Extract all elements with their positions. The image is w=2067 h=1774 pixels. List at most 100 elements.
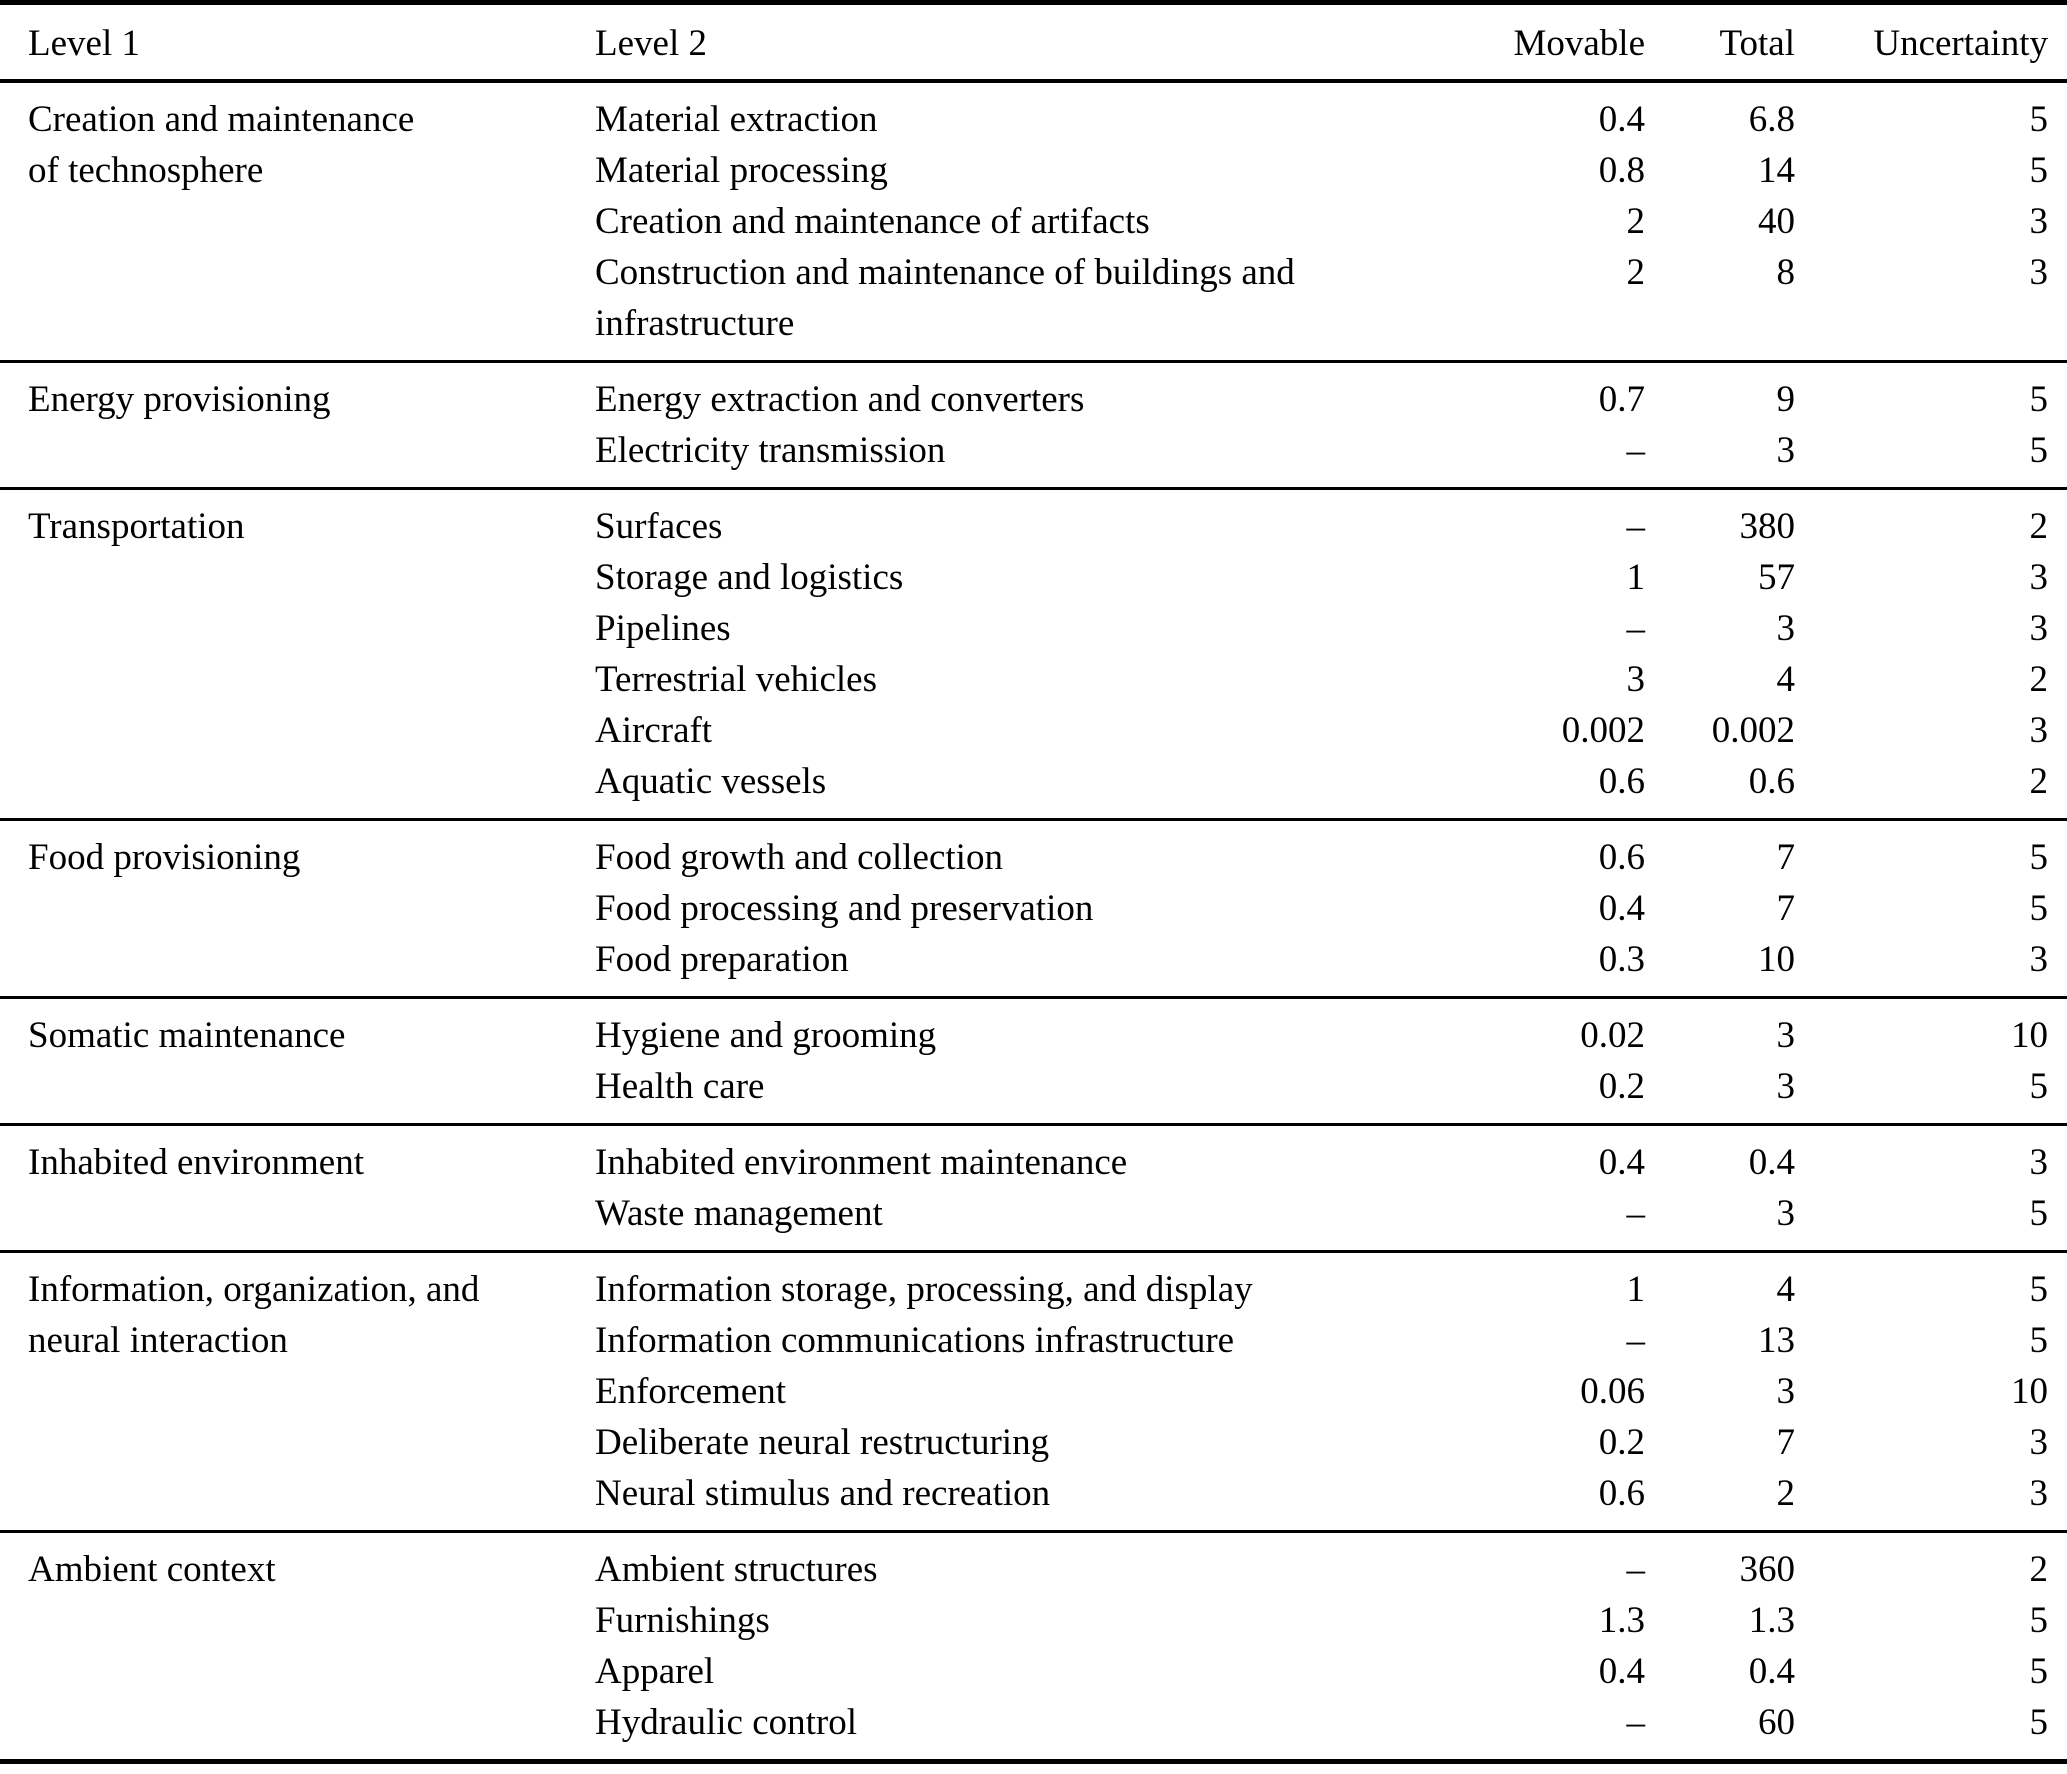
uncertainty-cell: 5 <box>2029 150 2049 191</box>
total-cell: 380 <box>1739 506 1796 547</box>
table-row: Aircraft 0.002 0.002 3 <box>595 705 2048 756</box>
movable-cell: 0.6 <box>1598 761 1645 802</box>
uncertainty-cell: 5 <box>2029 837 2049 878</box>
level1-cell: Inhabited environment <box>28 1142 364 1183</box>
total-cell: 0.4 <box>1748 1142 1795 1183</box>
uncertainty-cell: 5 <box>2029 888 2049 929</box>
table-row: Deliberate neural restructuring 0.2 7 3 <box>595 1417 2048 1468</box>
level2-cell: Construction and maintenance of building… <box>595 252 1295 344</box>
uncertainty-cell: 3 <box>2029 1142 2049 1183</box>
total-cell: 0.002 <box>1711 710 1795 751</box>
column-header-total: Total <box>1719 23 1796 64</box>
table-row: Construction and maintenance of building… <box>595 247 2048 349</box>
level2-cell: Terrestrial vehicles <box>595 659 877 700</box>
table-row: Food preparation 0.3 10 3 <box>595 934 2048 985</box>
group-inhabited-environment: Inhabited environment Inhabited environm… <box>0 1126 2067 1253</box>
table-row: Enforcement 0.06 3 10 <box>595 1366 2048 1417</box>
level2-cell: Creation and maintenance of artifacts <box>595 201 1150 242</box>
total-cell: 360 <box>1739 1549 1796 1590</box>
movable-cell: – <box>1626 1320 1646 1361</box>
table-row: Pipelines – 3 3 <box>595 603 2048 654</box>
table-row: Surfaces – 380 2 <box>595 501 2048 552</box>
level2-cell: Surfaces <box>595 506 723 547</box>
table-row: Electricity transmission – 3 5 <box>595 425 2048 476</box>
group-technosphere: Creation and maintenance of technosphere… <box>0 83 2067 363</box>
movable-cell: 2 <box>1626 252 1646 293</box>
total-cell: 4 <box>1776 1269 1796 1310</box>
table-row: Material extraction 0.4 6.8 5 <box>595 94 2048 145</box>
table-row: Energy extraction and converters 0.7 9 5 <box>595 374 2048 425</box>
movable-cell: 0.7 <box>1598 379 1645 420</box>
table-row: Terrestrial vehicles 3 4 2 <box>595 654 2048 705</box>
group-transportation: Transportation Surfaces – 380 2 Storage … <box>0 490 2067 821</box>
table-row: Inhabited environment maintenance 0.4 0.… <box>595 1137 2048 1188</box>
level2-cell: Apparel <box>595 1651 715 1692</box>
level2-cell: Enforcement <box>595 1371 787 1412</box>
uncertainty-cell: 3 <box>2029 1422 2049 1463</box>
column-header-movable: Movable <box>1513 23 1645 64</box>
table-header-row: Level 1 Level 2 Movable Total Uncertaint… <box>0 5 2067 83</box>
uncertainty-cell: 5 <box>2029 1269 2049 1310</box>
table-row: Apparel 0.4 0.4 5 <box>595 1646 2048 1697</box>
level2-cell: Material extraction <box>595 99 878 140</box>
table-row: Information storage, processing, and dis… <box>595 1264 2048 1315</box>
level2-cell: Health care <box>595 1066 765 1107</box>
uncertainty-cell: 2 <box>2029 659 2049 700</box>
group-food-provisioning: Food provisioning Food growth and collec… <box>0 821 2067 999</box>
level2-cell: Inhabited environment maintenance <box>595 1142 1128 1183</box>
total-cell: 40 <box>1758 201 1795 242</box>
level2-cell: Pipelines <box>595 608 731 649</box>
table-row: Material processing 0.8 14 5 <box>595 145 2048 196</box>
level2-cell: Aircraft <box>595 710 713 751</box>
total-cell: 3 <box>1776 1371 1796 1412</box>
level2-cell: Energy extraction and converters <box>595 379 1085 420</box>
movable-cell: 0.4 <box>1598 1142 1645 1183</box>
uncertainty-cell: 5 <box>2029 430 2049 471</box>
table-row: Creation and maintenance of artifacts 2 … <box>595 196 2048 247</box>
table-row: Waste management – 3 5 <box>595 1188 2048 1239</box>
uncertainty-cell: 2 <box>2029 506 2049 547</box>
level1-cell: Somatic maintenance <box>28 1015 346 1056</box>
total-cell: 2 <box>1776 1473 1796 1514</box>
level2-cell: Waste management <box>595 1193 883 1234</box>
total-cell: 13 <box>1758 1320 1795 1361</box>
uncertainty-cell: 5 <box>2029 1066 2049 1107</box>
uncertainty-cell: 3 <box>2029 939 2049 980</box>
column-header-level2: Level 2 <box>595 23 707 64</box>
total-cell: 7 <box>1776 888 1796 929</box>
level2-cell: Information storage, processing, and dis… <box>595 1269 1253 1310</box>
uncertainty-cell: 5 <box>2029 1600 2049 1641</box>
movable-cell: 0.2 <box>1598 1422 1645 1463</box>
table-row: Ambient structures – 360 2 <box>595 1544 2048 1595</box>
total-cell: 8 <box>1776 252 1796 293</box>
level2-cell: Hydraulic control <box>595 1702 857 1743</box>
movable-cell: 1 <box>1626 557 1646 598</box>
level2-cell: Electricity transmission <box>595 430 946 471</box>
table-row: Information communications infrastructur… <box>595 1315 2048 1366</box>
level1-cell: Transportation <box>28 506 245 547</box>
table-row: Storage and logistics 1 57 3 <box>595 552 2048 603</box>
movable-cell: 0.4 <box>1598 888 1645 929</box>
group-information-neural: Information, organization, and neural in… <box>0 1253 2067 1533</box>
total-cell: 3 <box>1776 430 1796 471</box>
movable-cell: 0.06 <box>1580 1371 1645 1412</box>
table-row: Hydraulic control – 60 5 <box>595 1697 2048 1748</box>
table-row: Food processing and preservation 0.4 7 5 <box>595 883 2048 934</box>
uncertainty-cell: 2 <box>2029 761 2049 802</box>
movable-cell: 0.8 <box>1598 150 1645 191</box>
uncertainty-cell: 3 <box>2029 252 2049 293</box>
movable-cell: 2 <box>1626 201 1646 242</box>
movable-cell: 3 <box>1626 659 1646 700</box>
level2-cell: Food preparation <box>595 939 849 980</box>
table-row: Hygiene and grooming 0.02 3 10 <box>595 1010 2048 1061</box>
uncertainty-cell: 3 <box>2029 608 2049 649</box>
total-cell: 3 <box>1776 1066 1796 1107</box>
total-cell: 0.4 <box>1748 1651 1795 1692</box>
total-cell: 57 <box>1758 557 1795 598</box>
uncertainty-cell: 10 <box>2011 1015 2048 1056</box>
uncertainty-cell: 3 <box>2029 710 2049 751</box>
total-cell: 3 <box>1776 1193 1796 1234</box>
level2-cell: Material processing <box>595 150 888 191</box>
movable-cell: 0.3 <box>1598 939 1645 980</box>
